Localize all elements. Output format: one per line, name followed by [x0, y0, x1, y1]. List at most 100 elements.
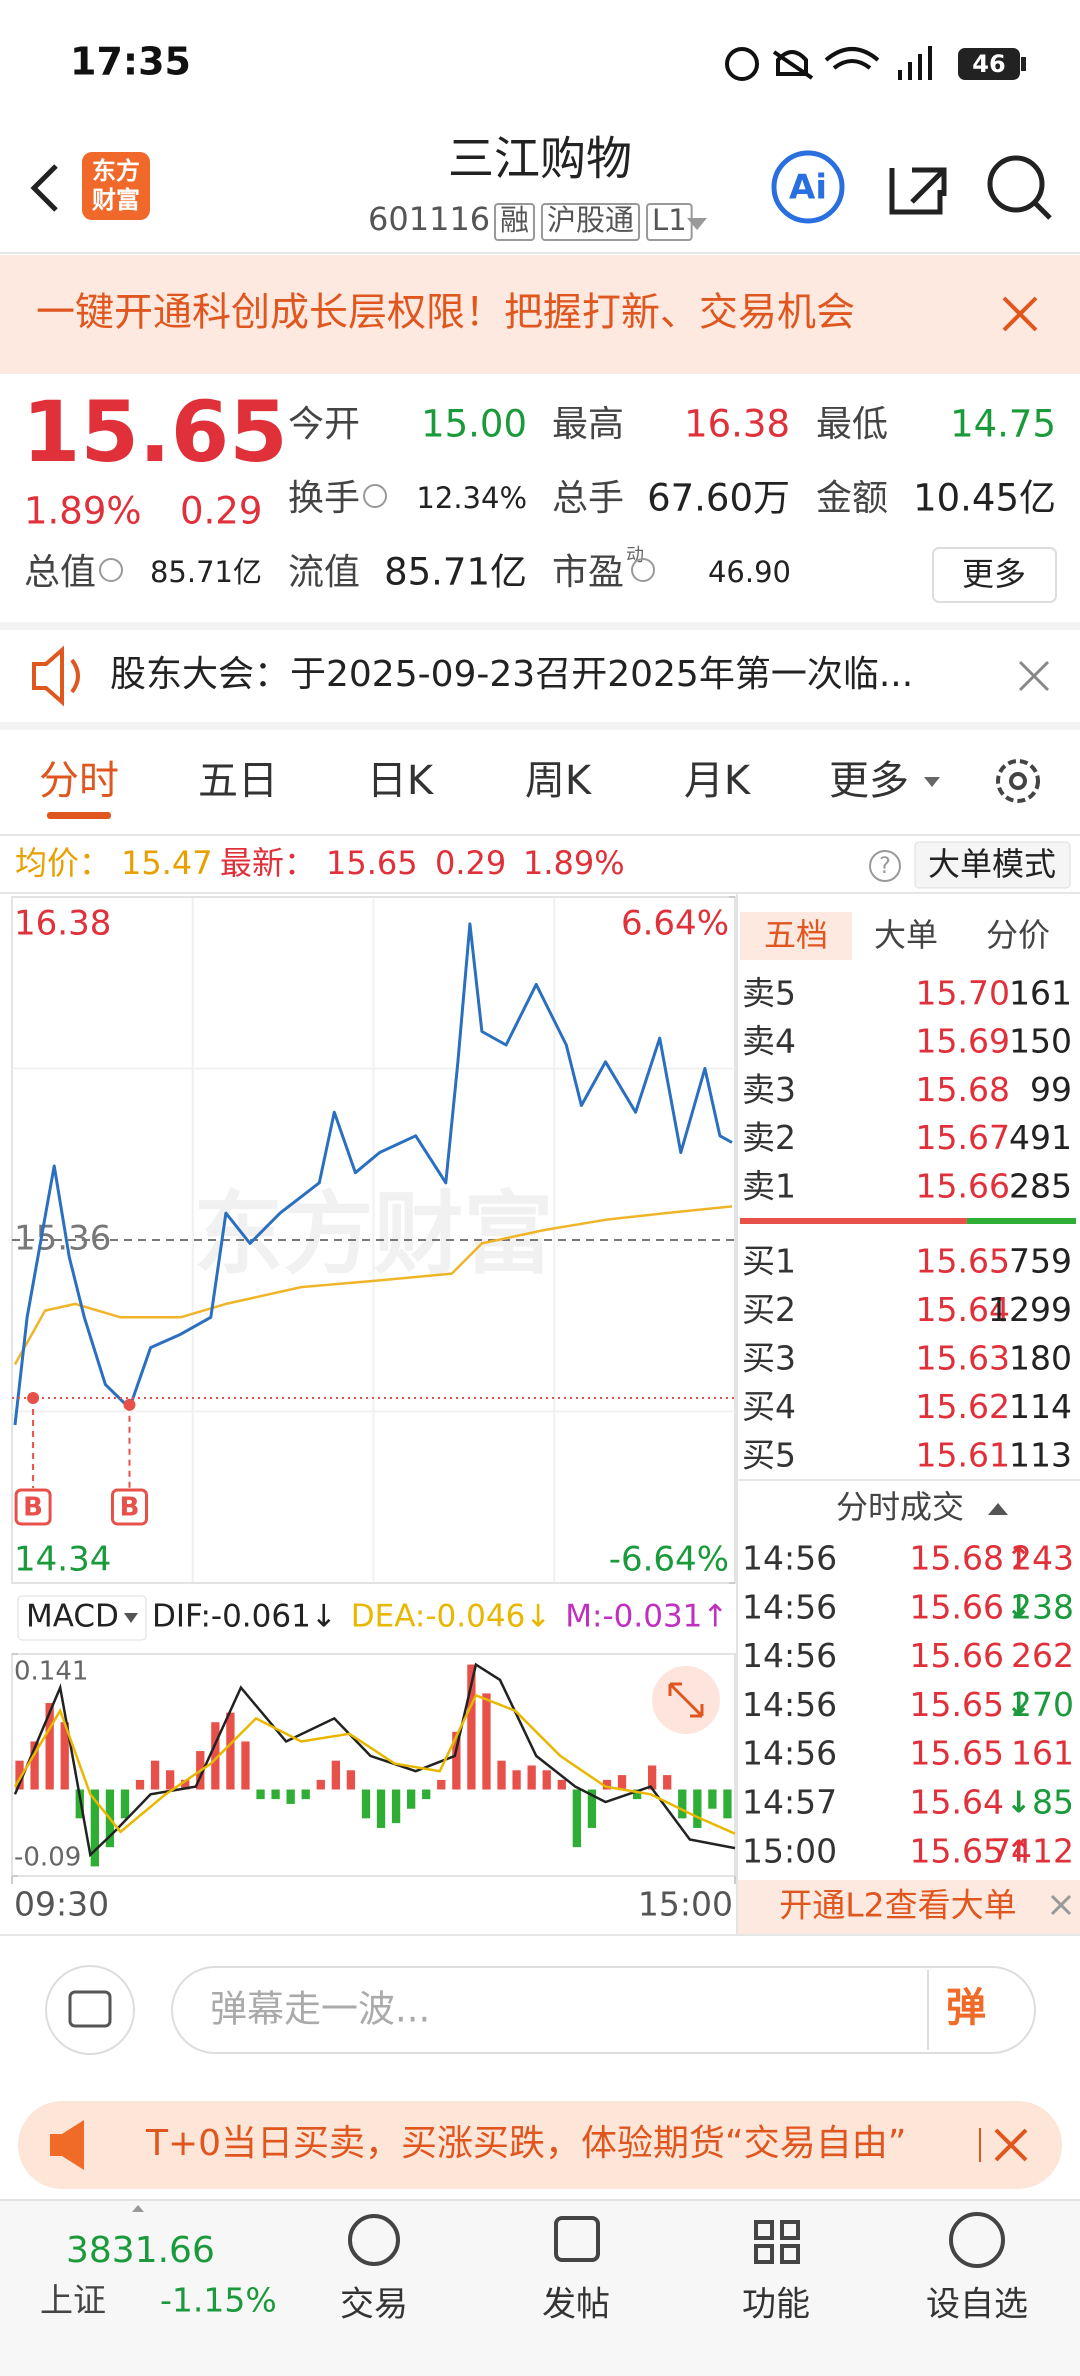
quote-value: 15.00: [421, 403, 527, 446]
panel-tab[interactable]: 五档: [764, 916, 828, 954]
settings-button[interactable]: [996, 759, 1040, 803]
search-button[interactable]: [987, 155, 1045, 213]
macd-bar: [542, 1770, 551, 1790]
macd-bar: [512, 1770, 521, 1790]
banner-close[interactable]: [1002, 296, 1038, 332]
bottom-nav: [0, 2200, 1080, 2376]
more-button[interactable]: [932, 547, 1057, 603]
quote-label: 市盈: [552, 552, 624, 593]
stock-tag: L1: [652, 203, 687, 237]
book-price: 15.63: [916, 1339, 1010, 1378]
mode-button[interactable]: [914, 841, 1071, 889]
nav-label[interactable]: 发帖: [542, 2285, 610, 2325]
index-value[interactable]: 3831.66: [66, 2230, 215, 2271]
banner-text[interactable]: 一键开通科创成长层权限！把握打新、交易机会: [36, 291, 855, 336]
tab-more-arrow[interactable]: [924, 777, 940, 787]
panel-tab[interactable]: 分价: [986, 916, 1050, 954]
chart-tab[interactable]: 日K: [367, 758, 435, 804]
help-icon[interactable]: [869, 850, 901, 882]
macd-bar: [211, 1722, 220, 1790]
danmaku-settings[interactable]: [45, 1965, 135, 2055]
macd-bar: [422, 1789, 431, 1800]
l2-button[interactable]: [738, 1880, 1080, 1934]
stock-name: 三江购物: [448, 132, 632, 186]
mode-label[interactable]: 大单模式: [928, 845, 1056, 883]
stock-tag: 沪股通: [547, 203, 634, 237]
index-toggle[interactable]: [132, 2205, 144, 2212]
last-price: 15.65: [22, 383, 288, 481]
chart-tab[interactable]: 更多: [829, 758, 909, 804]
ai-label[interactable]: Ai: [789, 168, 827, 208]
post-icon[interactable]: [554, 2216, 600, 2262]
promo-close[interactable]: [994, 2128, 1028, 2162]
notice-text[interactable]: 股东大会：于2025-09-23召开2025年第一次临...: [110, 654, 913, 695]
more-label[interactable]: 更多: [962, 555, 1026, 593]
macd-bar: [678, 1789, 687, 1819]
info-icon[interactable]: [631, 558, 656, 582]
nav-label[interactable]: 设自选: [926, 2285, 1028, 2325]
marker-badge: [110, 1488, 148, 1526]
trade-volume: 270: [1011, 1685, 1074, 1724]
book-price: 15.66: [916, 1166, 1010, 1205]
quote-label: 今开: [288, 404, 360, 445]
trades-toggle[interactable]: [988, 1503, 1008, 1515]
expand-icon: [668, 1682, 704, 1718]
macd-bar: [497, 1760, 506, 1790]
macd-bar: [286, 1789, 295, 1804]
wifi-icon: [824, 47, 880, 70]
indicator-selector[interactable]: [17, 1595, 147, 1641]
search-handle: [1033, 201, 1052, 220]
macd-bar: [391, 1789, 401, 1824]
indicator-arrow[interactable]: [124, 1613, 138, 1623]
panel-tab[interactable]: 大单: [874, 916, 938, 954]
ai-button[interactable]: [771, 150, 845, 224]
settings-center: [1009, 772, 1027, 790]
info-last-label: 最新：: [220, 844, 316, 882]
watchlist-icon[interactable]: [949, 2212, 1005, 2268]
macd-bar: [45, 1703, 54, 1790]
book-label: 买3: [742, 1339, 796, 1378]
gap: [0, 622, 1080, 630]
change-pct: 1.89%: [24, 490, 142, 533]
trade-icon[interactable]: [348, 2214, 400, 2266]
book-price: 15.70: [916, 974, 1010, 1013]
info-icon[interactable]: [363, 484, 388, 508]
book-price: 15.64: [916, 1290, 1010, 1329]
back-button[interactable]: [30, 164, 58, 212]
banner[interactable]: [0, 255, 1080, 374]
macd-bar: [316, 1779, 325, 1790]
macd-bar: [15, 1760, 24, 1790]
nav-label[interactable]: 交易: [340, 2285, 408, 2325]
quote-value: 67.60万: [647, 477, 790, 520]
ask-strength: [966, 1218, 1076, 1224]
share-button[interactable]: [889, 167, 947, 215]
danmaku-icon: [68, 1990, 112, 2028]
book-label: 卖4: [742, 1022, 796, 1061]
promo-text[interactable]: T+0当日买卖，买涨买跌，体验期货“交易自由”: [145, 2123, 906, 2164]
nav-label[interactable]: 功能: [742, 2285, 810, 2325]
quote-value: 85.71亿: [150, 555, 262, 589]
chart-tab[interactable]: 分时: [39, 758, 119, 804]
chart-tab[interactable]: 月K: [684, 758, 752, 804]
bid-strength: [740, 1218, 967, 1224]
promo-bar[interactable]: [18, 2101, 1062, 2189]
l2-label[interactable]: 开通L2查看大单: [779, 1886, 1016, 1925]
logo[interactable]: [82, 152, 150, 220]
mute-icon: [772, 50, 814, 80]
indicator-name[interactable]: MACD: [26, 1599, 119, 1635]
quote-label: 换手: [288, 478, 360, 519]
trade-time: 15:00: [742, 1831, 837, 1870]
comment-placeholder[interactable]: 弹幕走一波...: [210, 1988, 430, 2031]
info-icon[interactable]: [99, 558, 124, 582]
trade-price: 15.66: [910, 1587, 1004, 1626]
l2-close[interactable]: [1050, 1894, 1072, 1916]
trade-volume: 238: [1011, 1587, 1074, 1626]
y-tick-label: 14.34: [14, 1540, 111, 1580]
function-icon[interactable]: [754, 2220, 800, 2264]
chart-tab[interactable]: 五日: [198, 758, 278, 804]
notice-close[interactable]: [1018, 660, 1050, 692]
trade-price: 15.68: [910, 1539, 1004, 1578]
comment-input[interactable]: [171, 1966, 1036, 2054]
danmaku-button[interactable]: 弹: [946, 1985, 986, 2031]
chart-tab[interactable]: 周K: [525, 758, 593, 804]
